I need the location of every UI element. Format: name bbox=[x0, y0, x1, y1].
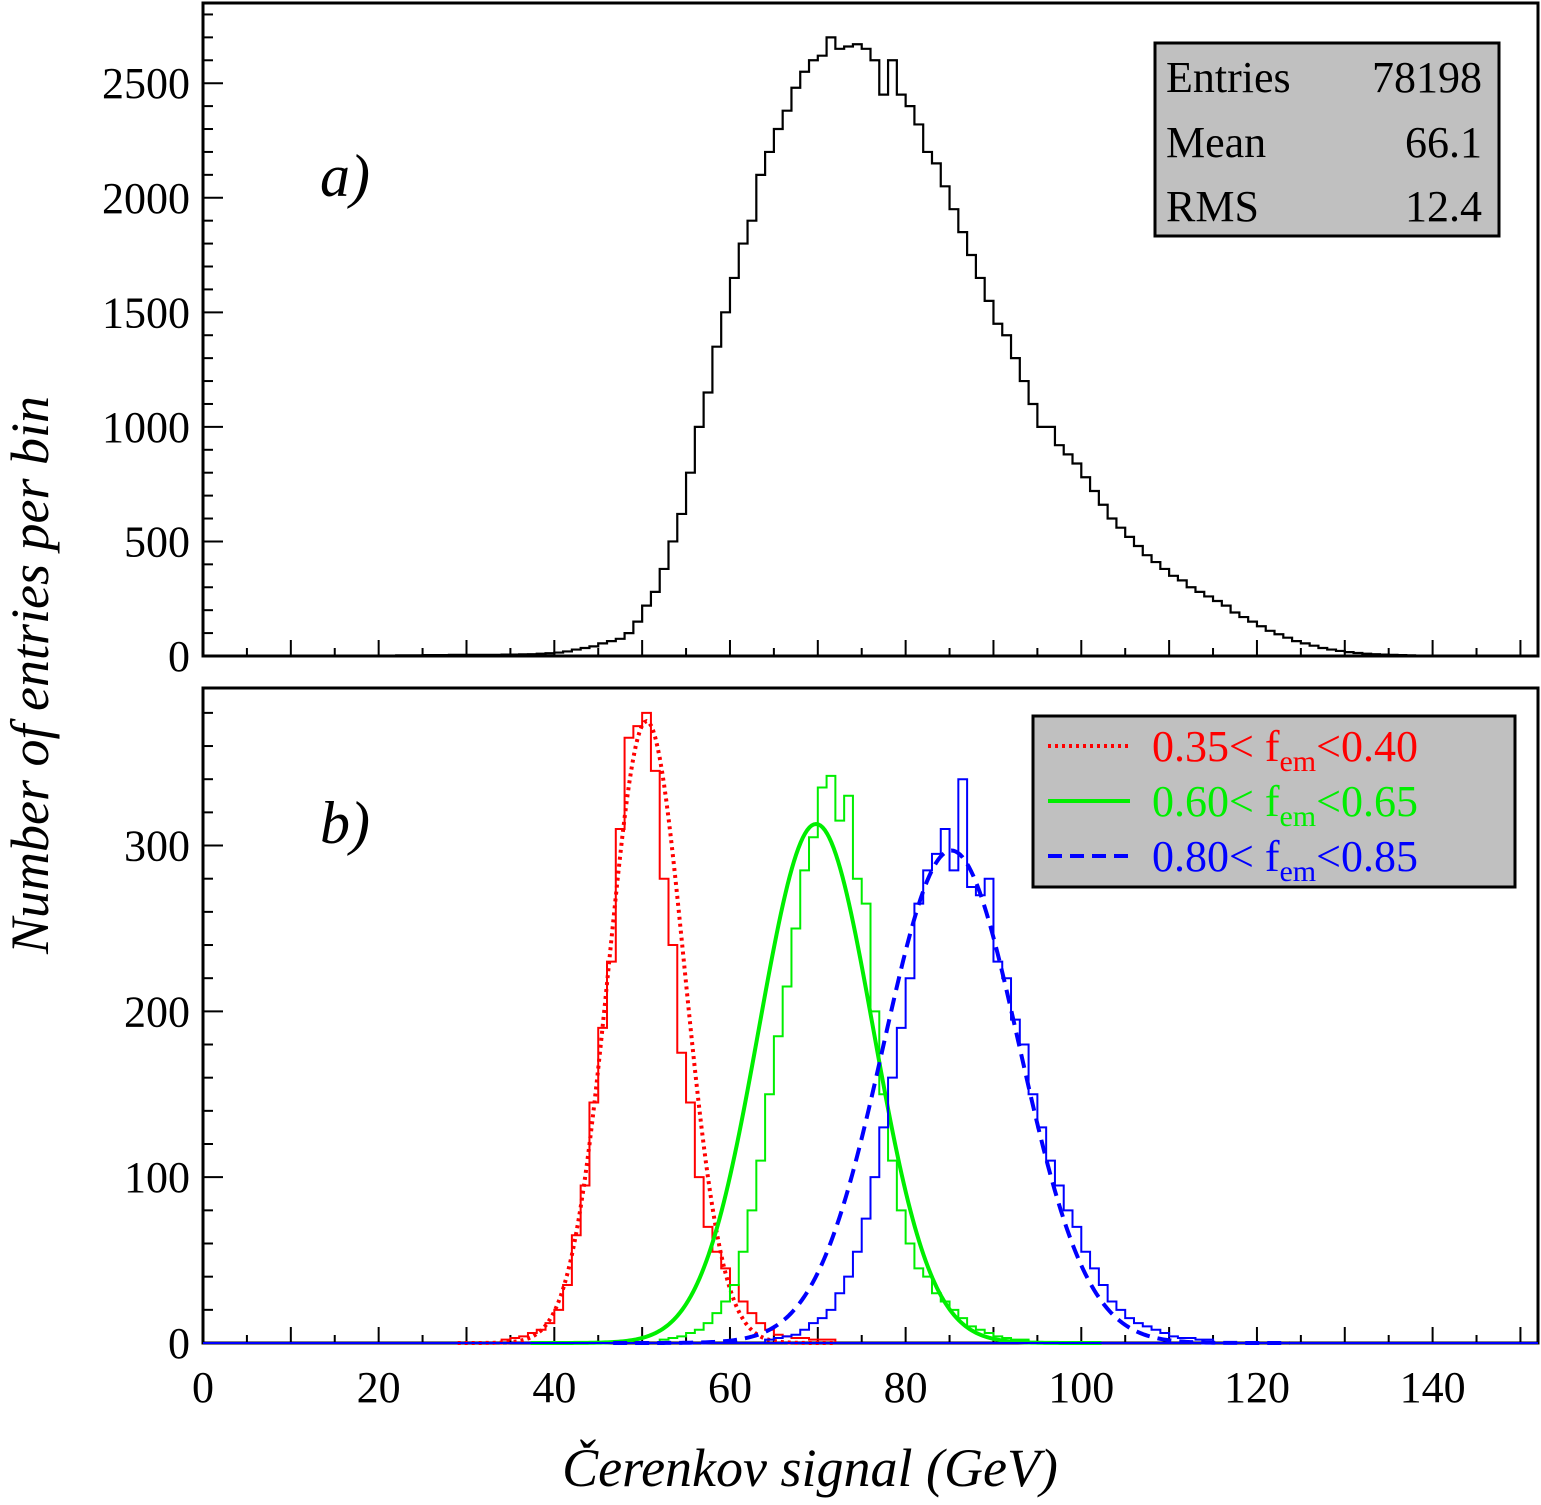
stats-rms-value: 12.4 bbox=[1405, 182, 1482, 231]
panel-b-ticks: 0 100 200 300 0 20 40 60 80 100 120 140 bbox=[124, 711, 1522, 1412]
a-y-tick-label: 1000 bbox=[102, 403, 190, 452]
x-tick-label: 60 bbox=[708, 1363, 752, 1412]
b-fit-curve bbox=[613, 848, 1290, 1345]
panel-a: 0 500 1000 1500 2000 2500 a) Entries 78198 Me… bbox=[102, 1, 1540, 681]
a-histogram-line bbox=[377, 36, 1417, 657]
b-y-tick-label: 0 bbox=[168, 1319, 190, 1368]
x-tick-label: 140 bbox=[1400, 1363, 1466, 1412]
a-y-tick-label: 0 bbox=[168, 632, 190, 681]
panel-b-label: b) bbox=[320, 790, 370, 856]
b-fit-curve bbox=[530, 821, 1102, 1345]
a-y-tick-label: 1500 bbox=[102, 288, 190, 337]
x-tick-label: 40 bbox=[532, 1363, 576, 1412]
panel-b-series bbox=[203, 711, 1538, 1345]
stats-mean-value: 66.1 bbox=[1405, 118, 1482, 167]
panel-a-frame bbox=[201, 1, 1540, 658]
x-tick-label: 80 bbox=[884, 1363, 928, 1412]
stats-mean-label: Mean bbox=[1166, 118, 1266, 167]
a-y-tick-label: 2500 bbox=[102, 59, 190, 108]
b-y-tick-label: 200 bbox=[124, 987, 190, 1036]
legend: 0.35< fem<0.400.60< fem<0.650.80< fem<0.… bbox=[1031, 714, 1517, 889]
legend-entry: 0.35< fem<0.40 bbox=[1152, 722, 1418, 778]
a-y-tick-label: 500 bbox=[124, 517, 190, 566]
stats-entries-value: 78198 bbox=[1372, 53, 1482, 102]
panel-b: 0 100 200 300 0 20 40 60 80 100 120 140 b) 0.35< fe… bbox=[124, 686, 1540, 1412]
y-axis-title: Number of entries per bin bbox=[0, 396, 60, 955]
panel-a-ticks: 0 500 1000 1500 2000 2500 bbox=[102, 13, 1522, 681]
legend-entry: 0.60< fem<0.65 bbox=[1152, 777, 1418, 833]
b-histogram-line bbox=[764, 778, 1215, 1343]
b-fit-curve bbox=[457, 718, 836, 1345]
x-tick-label: 100 bbox=[1048, 1363, 1114, 1412]
legend-entry: 0.80< fem<0.85 bbox=[1152, 832, 1418, 888]
stats-box-bg bbox=[1153, 41, 1501, 238]
x-tick-label: 120 bbox=[1224, 1363, 1290, 1412]
x-tick-label: 20 bbox=[357, 1363, 401, 1412]
stats-entries-label: Entries bbox=[1166, 53, 1291, 102]
a-y-tick-label: 2000 bbox=[102, 174, 190, 223]
b-y-tick-label: 300 bbox=[124, 822, 190, 871]
x-axis-title: Čerenkov signal (GeV) bbox=[562, 1438, 1058, 1498]
b-y-tick-label: 100 bbox=[124, 1153, 190, 1202]
x-tick-label: 0 bbox=[192, 1363, 214, 1412]
panel-a-histogram bbox=[203, 36, 1417, 657]
b-histogram-line bbox=[658, 774, 1030, 1343]
panel-a-label: a) bbox=[320, 143, 370, 209]
stats-rms-label: RMS bbox=[1166, 182, 1259, 231]
stats-box: Entries 78198 Mean 66.1 RMS 12.4 bbox=[1153, 41, 1501, 238]
